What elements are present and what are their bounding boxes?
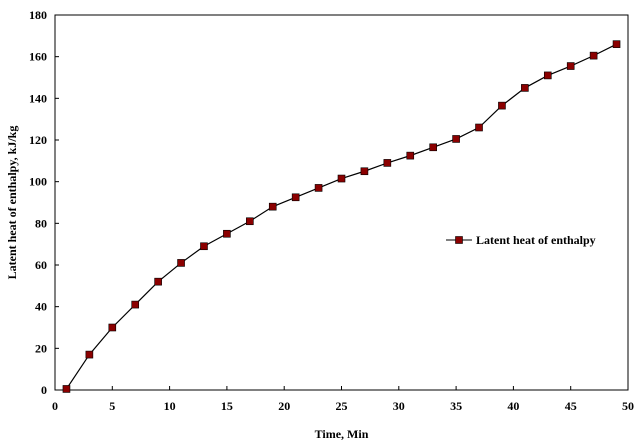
y-tick-label: 120: [29, 133, 47, 147]
x-tick-label: 40: [507, 399, 519, 413]
data-point-marker: [108, 323, 117, 332]
x-tick-label: 25: [336, 399, 348, 413]
data-point-marker: [223, 229, 231, 238]
data-point-marker: [200, 242, 208, 251]
data-point-marker: [246, 217, 254, 226]
legend-marker: [455, 236, 463, 244]
series-layer: [62, 40, 621, 393]
data-point-marker: [314, 184, 323, 192]
x-axis-title: Time, Min: [315, 427, 369, 441]
plot-area: [54, 14, 629, 391]
data-point-marker: [589, 51, 598, 60]
data-point-marker: [154, 277, 162, 286]
y-tick-label: 140: [29, 91, 47, 105]
data-point-marker: [429, 143, 437, 152]
x-tick-label: 15: [221, 399, 233, 413]
x-tick-label: 35: [450, 399, 462, 413]
data-point-marker: [521, 84, 529, 92]
legend-label: Latent heat of enthalpy: [476, 233, 596, 247]
data-point-marker: [383, 159, 392, 167]
data-point-marker: [498, 101, 506, 110]
y-tick-label: 0: [41, 383, 47, 397]
y-tick-label: 160: [29, 50, 47, 64]
series-line: [65, 43, 617, 390]
data-point-marker: [268, 202, 277, 211]
x-tick-label: 20: [278, 399, 290, 413]
x-tick-label: 5: [109, 399, 115, 413]
data-point-marker: [475, 123, 483, 132]
data-point-marker: [291, 193, 300, 202]
y-tick-label: 60: [35, 258, 47, 272]
y-axis-title: Latent heat of enthalpy, kJ/kg: [5, 126, 19, 280]
data-point-marker: [337, 174, 346, 183]
x-tick-label: 0: [52, 399, 58, 413]
y-tick-label: 20: [35, 341, 47, 355]
x-axis: 0 5 10 15 20 25 30 35 40 45 50: [52, 386, 634, 413]
y-tick-label: 100: [29, 175, 47, 189]
y-tick-label: 80: [35, 216, 47, 230]
data-point-marker: [131, 300, 140, 309]
data-point-marker: [543, 71, 552, 80]
data-point-marker: [85, 350, 94, 359]
y-axis: 0 20 40 60 80 100 120 140 160 180: [29, 8, 59, 397]
data-point-marker: [452, 135, 460, 143]
data-point-marker: [406, 151, 415, 160]
x-tick-label: 30: [393, 399, 405, 413]
x-tick-label: 10: [164, 399, 176, 413]
plot-frame: [54, 14, 629, 391]
data-point-marker: [360, 167, 369, 176]
data-point-marker: [612, 40, 621, 48]
x-tick-label: 50: [622, 399, 634, 413]
y-tick-label: 40: [35, 300, 47, 314]
data-point-marker: [62, 385, 71, 393]
x-tick-label: 45: [565, 399, 577, 413]
legend: Latent heat of enthalpy: [446, 233, 596, 247]
y-tick-label: 180: [29, 8, 47, 22]
data-point-marker: [177, 259, 185, 267]
data-point-marker: [566, 62, 575, 70]
